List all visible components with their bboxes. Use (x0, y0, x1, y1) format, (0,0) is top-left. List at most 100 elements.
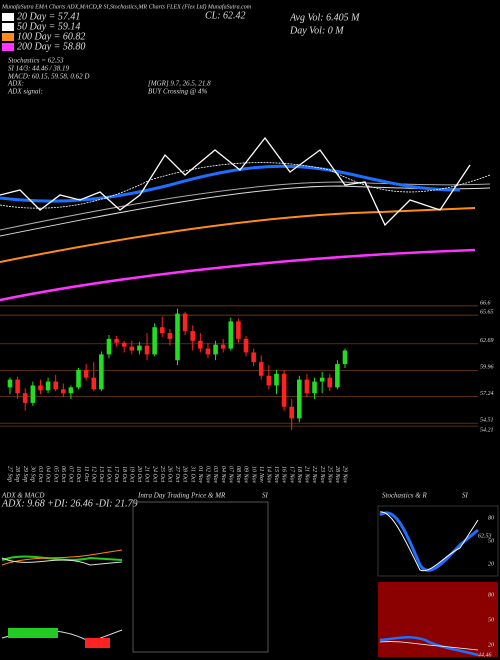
x-tick-label: 28 Nov (334, 466, 340, 484)
stat: Stochastics = 62.53 (8, 57, 64, 65)
rsi-line (379, 641, 479, 651)
adx-value: [MGR] 9.7, 26.5, 21.8 (148, 80, 211, 88)
candle-body (327, 377, 333, 388)
stoch-line (379, 511, 479, 572)
adx-signal-label: ADX signal: (7, 88, 43, 96)
day-vol: Day Vol: 0 M (289, 25, 344, 36)
x-tick-label: 06 Oct (60, 466, 66, 482)
legend-label: 20 Day = 57.41 (17, 11, 80, 22)
x-tick-label: 03 Nov (212, 466, 218, 484)
panel-title: Intra Day Trading Price & MR (137, 492, 226, 500)
x-tick-label: 21 Nov (304, 466, 310, 484)
candle-body (30, 385, 36, 403)
level: 20 (488, 642, 494, 648)
x-tick-label: 27 Oct (174, 466, 180, 482)
x-tick-label: 22 Nov (311, 466, 317, 484)
stat: MACD: 60.15, 59.58, 0.62 D (7, 73, 89, 81)
candle-body (53, 381, 58, 390)
level: 50 (488, 617, 494, 623)
candle-body (121, 342, 127, 347)
x-tick-label: 26 Oct (167, 466, 173, 482)
candle-body (205, 348, 211, 355)
stoch-value: 62.53 (478, 533, 492, 539)
x-tick-label: 21 Oct (144, 466, 150, 482)
x-tick-label: 28 Oct (182, 466, 188, 482)
candle-body (159, 327, 165, 334)
x-tick-label: 25 Nov (326, 466, 332, 484)
close-price: CL: 62.42 (205, 10, 246, 21)
x-tick-label: 16 Nov (281, 466, 287, 484)
x-tick-label: 05 Oct (52, 466, 58, 482)
candle-body (213, 344, 218, 355)
legend-swatch (2, 33, 14, 41)
x-tick-label: 10 Nov (250, 466, 256, 484)
candle-body (91, 377, 97, 390)
stat: SI 14/3: 44.46 / 38.19 (8, 65, 70, 73)
candle-body (38, 385, 43, 391)
x-tick-label: 27 Sep (7, 466, 13, 482)
candle-body (335, 364, 340, 388)
x-tick-label: 29 Nov (342, 466, 348, 484)
candle-body (266, 375, 272, 386)
x-tick-label: 14 Nov (265, 466, 272, 484)
x-tick-label: 07 Oct (68, 466, 74, 482)
adx-label: ADX: (7, 80, 24, 88)
candle-body (175, 313, 180, 361)
candle-body (228, 321, 234, 349)
stoch-frame (377, 505, 499, 577)
x-tick-label: 31 Oct (189, 465, 195, 482)
x-tick-label: 08 Nov (235, 466, 241, 484)
legend-label: 100 Day = 60.82 (17, 31, 85, 42)
avg-vol: Avg Vol: 6.405 M (289, 12, 360, 23)
x-tick-label: 14 Oct (106, 466, 113, 482)
candle-body (281, 373, 287, 407)
moving-averages (0, 136, 491, 302)
candle-body (304, 379, 310, 394)
x-tick-label: 17 Nov (288, 466, 294, 484)
rsi-line (379, 636, 479, 657)
candle-body (129, 346, 135, 351)
candle-body (76, 369, 81, 388)
macd-bars (8, 628, 110, 648)
x-tick-label: 11 Nov (258, 466, 264, 483)
candle-body (22, 393, 28, 403)
legend-swatch (2, 43, 14, 51)
panel-si: SI (262, 492, 269, 500)
x-tick-label: 28 Sep (14, 466, 20, 482)
candle-body (7, 379, 13, 388)
x-tick-label: 04 Nov (220, 466, 227, 484)
x-tick-label: 07 Nov (227, 466, 233, 484)
candle-body (144, 345, 150, 355)
candle-body (99, 354, 104, 390)
rsi-value: 44.46 (478, 651, 492, 658)
candle-body (289, 406, 295, 419)
candle-body (274, 373, 279, 386)
candle-body (182, 313, 188, 332)
header-title: MunafaSutra EMA Charts ADX,MACD,R SI,Sto… (1, 3, 252, 10)
legend-label: 200 Day = 58.80 (17, 41, 85, 52)
x-tick-label: 18 Nov (296, 466, 302, 484)
candle-body (258, 362, 264, 376)
y-tick-label: 57.24 (480, 390, 494, 397)
x-tick-label: 24 Oct (151, 466, 158, 482)
x-tick-label: 03 Oct (37, 466, 43, 482)
x-tick-label: 17 Oct (113, 466, 119, 482)
panel-si: SI (462, 492, 469, 500)
panel-title: Stochastics & R (382, 492, 427, 500)
candle-body (60, 389, 66, 394)
x-tick-label: 15 Nov (273, 466, 279, 484)
x-tick-label: 23 Nov (319, 466, 325, 484)
x-tick-label: 11 Oct (83, 466, 89, 482)
x-tick-label: 20 Oct (136, 466, 142, 482)
candle-body (167, 333, 173, 339)
candle-body (190, 331, 196, 341)
candle-body (342, 350, 348, 365)
y-tick-label: 65.65 (480, 309, 494, 315)
candle-body (312, 381, 317, 394)
panel-title: ADX & MACD (1, 492, 44, 500)
x-tick-label: 12 Oct (90, 466, 96, 482)
adx-values: ADX: 9.68 +DI: 26.46 -DI: 21.79 (1, 498, 138, 509)
level: 80 (488, 592, 494, 598)
